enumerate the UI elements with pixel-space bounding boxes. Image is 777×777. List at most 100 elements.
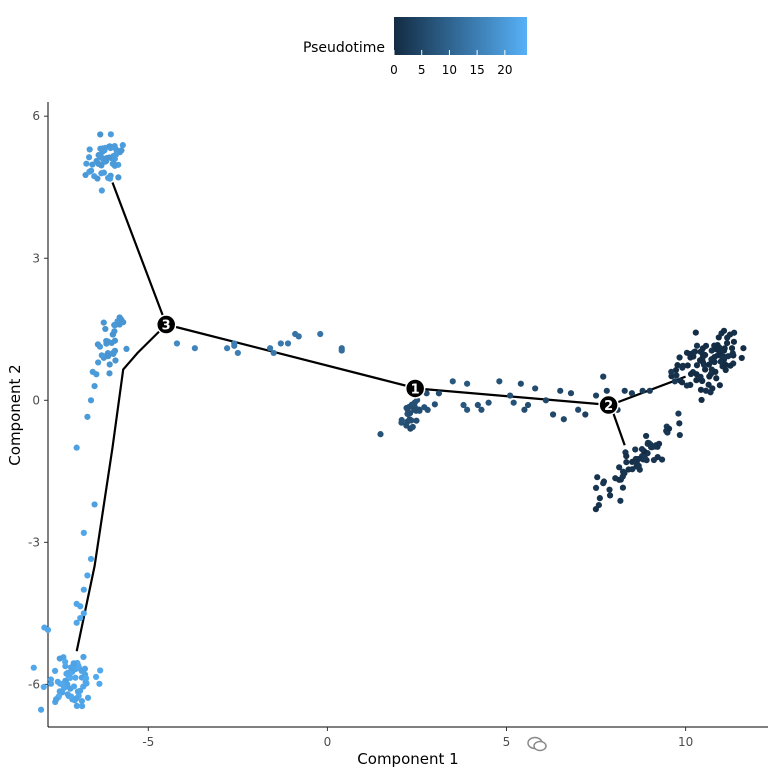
cell-point — [730, 338, 738, 345]
cell-point — [632, 446, 639, 453]
cell-point — [650, 456, 658, 464]
x-axis-ticks: -5 0 5 10 — [142, 727, 693, 749]
cell-point — [635, 455, 642, 463]
cell-point — [606, 492, 614, 499]
cell-point — [706, 373, 713, 380]
cell-point — [674, 362, 681, 369]
cell-point — [73, 702, 80, 710]
cell-point — [641, 454, 648, 461]
cell-point — [80, 529, 87, 536]
cell-point — [270, 349, 277, 357]
y-axis-ticks: -6 -3 0 3 6 — [28, 109, 48, 691]
cell-point — [109, 331, 117, 338]
cell-point — [567, 390, 575, 397]
cell-point — [96, 680, 103, 687]
cell-point — [594, 474, 601, 481]
cell-point — [100, 319, 107, 326]
cell-point — [86, 146, 93, 153]
cell-point — [93, 157, 100, 165]
cell-point — [542, 397, 550, 404]
cell-point — [557, 387, 564, 394]
legend-tick-label: 15 — [469, 63, 484, 77]
cell-point — [421, 404, 428, 411]
cell-point — [671, 378, 678, 385]
cell-point — [717, 358, 724, 365]
cell-point — [612, 475, 619, 482]
cell-point — [110, 160, 117, 167]
cell-point — [684, 362, 691, 369]
cell-point — [702, 342, 710, 349]
cell-point — [699, 377, 706, 385]
x-tick-label: -5 — [142, 735, 154, 749]
cell-point — [123, 345, 130, 352]
cell-point — [116, 321, 123, 328]
branch-nodes: 1 2 3 — [155, 314, 619, 416]
cell-point — [705, 381, 712, 388]
cell-point — [409, 423, 416, 431]
cell-point — [740, 345, 747, 352]
cell-point — [111, 337, 119, 344]
cell-point — [87, 555, 95, 563]
cell-point — [668, 368, 675, 375]
cell-point — [532, 385, 539, 392]
cell-point — [73, 619, 80, 626]
cell-point — [603, 387, 610, 394]
cell-point — [107, 131, 114, 138]
cell-point — [693, 342, 701, 349]
cell-point — [639, 387, 646, 394]
cell-point — [713, 375, 720, 382]
cell-point — [560, 416, 567, 423]
cell-point — [70, 660, 77, 667]
branch-node-marker — [404, 378, 426, 399]
cell-point — [413, 417, 420, 424]
cell-point — [722, 361, 729, 369]
legend-tick-label: 20 — [497, 63, 512, 77]
cell-point — [423, 390, 430, 397]
cell-point — [118, 147, 125, 154]
cell-point — [71, 697, 78, 704]
cell-point — [729, 350, 736, 357]
cell-point — [524, 401, 532, 409]
cell-point — [64, 670, 71, 677]
cell-point — [693, 371, 700, 378]
cell-point — [678, 379, 686, 386]
cell-point — [30, 664, 37, 671]
cell-point — [693, 362, 701, 369]
cell-point — [98, 170, 105, 177]
cell-point — [676, 420, 683, 427]
cell-point — [731, 329, 738, 336]
cell-point — [102, 325, 109, 333]
cell-point — [87, 397, 95, 404]
legend-tick-label: 5 — [418, 63, 426, 77]
cell-point — [720, 327, 728, 334]
cell-point — [676, 431, 683, 439]
plot-area: -5 0 5 10 -6 -3 0 3 6 1 2 3 — [28, 102, 768, 749]
cell-point — [224, 345, 231, 352]
cell-point — [97, 667, 104, 674]
cell-point — [112, 357, 119, 364]
cell-point — [173, 340, 181, 347]
cell-point — [575, 406, 582, 413]
cell-point — [80, 683, 87, 690]
cell-point — [89, 161, 96, 168]
cell-point — [80, 586, 87, 593]
cell-point — [595, 501, 602, 509]
cell-point — [411, 406, 418, 413]
cell-point — [92, 673, 100, 681]
legend-colorbar — [394, 17, 527, 55]
branch-node-label: 2 — [604, 399, 613, 414]
cell-point — [83, 160, 90, 167]
y-tick-label: -6 — [28, 677, 40, 691]
cell-point — [623, 452, 630, 460]
cell-point — [629, 466, 636, 473]
cell-point — [679, 364, 686, 371]
legend-tick-label: 10 — [442, 63, 457, 77]
cell-point — [94, 175, 101, 182]
cell-point — [683, 382, 691, 389]
cell-point — [338, 347, 345, 354]
cell-points — [30, 131, 747, 713]
cell-point — [408, 401, 416, 408]
cell-point — [277, 340, 284, 347]
cell-point — [52, 696, 60, 703]
cell-point — [110, 349, 117, 356]
